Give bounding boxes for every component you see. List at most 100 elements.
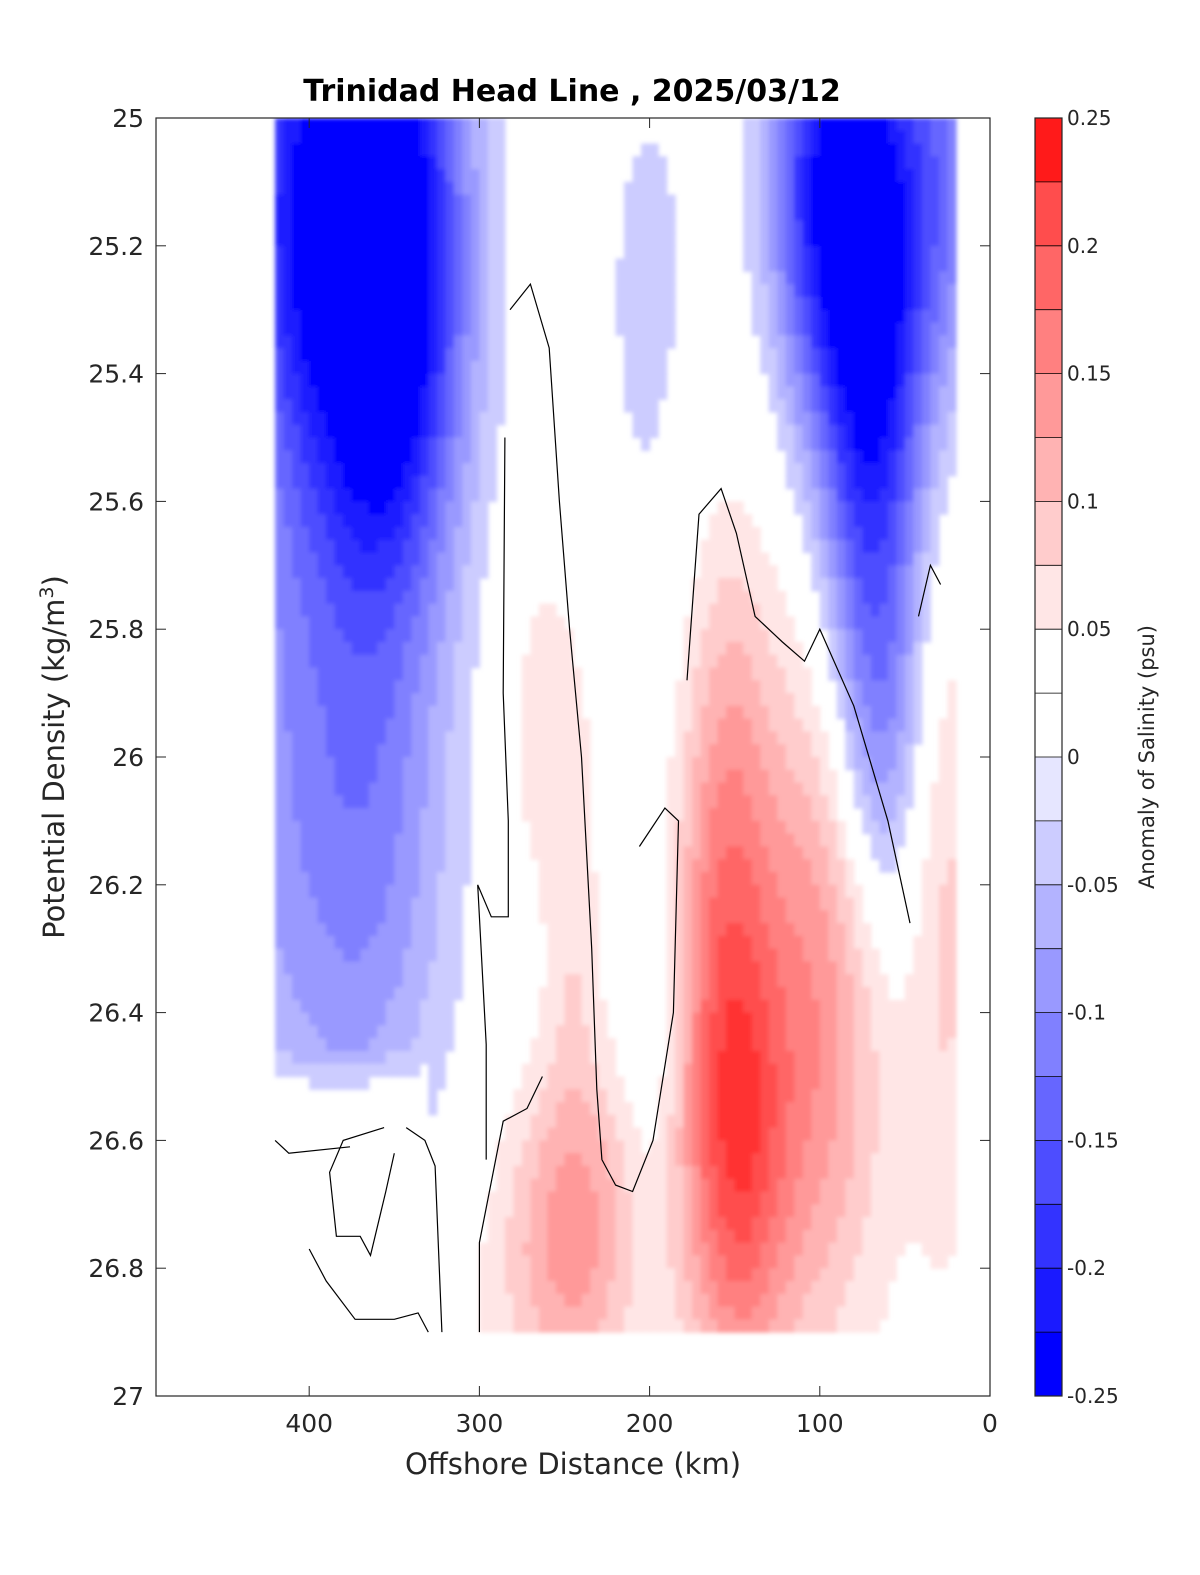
heatmap-cell	[836, 1063, 846, 1078]
heatmap-cell	[836, 1102, 846, 1116]
heatmap-cell	[649, 296, 659, 311]
heatmap-cell	[913, 1076, 923, 1090]
heatmap-cell	[326, 680, 336, 694]
heatmap-cell	[641, 233, 651, 247]
heatmap-cell	[913, 463, 923, 477]
heatmap-cell	[870, 974, 880, 988]
heatmap-cell	[581, 935, 591, 950]
heatmap-cell	[419, 859, 429, 873]
heatmap-cell	[777, 424, 787, 439]
heatmap-cell	[853, 475, 863, 490]
heatmap-cell	[292, 603, 302, 618]
heatmap-cell	[785, 1178, 795, 1193]
heatmap-cell	[777, 1153, 787, 1167]
heatmap-cell	[751, 1178, 761, 1193]
heatmap-cell	[581, 1076, 591, 1090]
heatmap-cell	[785, 386, 795, 400]
heatmap-cell	[351, 987, 361, 1001]
heatmap-cell	[538, 1038, 549, 1052]
heatmap-cell	[836, 437, 846, 451]
heatmap-cell	[334, 744, 344, 758]
heatmap-cell	[394, 1038, 404, 1052]
heatmap-cell	[419, 667, 429, 681]
heatmap-cell	[666, 1050, 676, 1065]
heatmap-cell	[428, 309, 438, 324]
heatmap-cell	[385, 118, 395, 132]
heatmap-cell	[351, 296, 361, 311]
heatmap-cell	[734, 872, 744, 886]
heatmap-cell	[300, 782, 310, 796]
heatmap-cell	[870, 1140, 880, 1154]
heatmap-cell	[836, 488, 846, 502]
heatmap-cell	[887, 654, 897, 669]
heatmap-cell	[496, 322, 506, 336]
heatmap-cell	[751, 1268, 761, 1282]
heatmap-cell	[913, 424, 923, 439]
heatmap-cell	[436, 169, 446, 183]
heatmap-cell	[470, 578, 480, 592]
heatmap-cell	[802, 1268, 812, 1282]
heatmap-cell	[802, 450, 812, 464]
heatmap-cell	[802, 1012, 812, 1026]
heatmap-cell	[317, 897, 327, 911]
heatmap-cell	[351, 910, 361, 924]
heatmap-cell	[760, 1165, 770, 1180]
heatmap-cell	[351, 744, 361, 758]
heatmap-cell	[828, 1038, 838, 1052]
heatmap-cell	[777, 118, 787, 132]
heatmap-cell	[309, 360, 319, 375]
heatmap-cell	[462, 463, 472, 477]
heatmap-cell	[828, 271, 838, 285]
heatmap-cell	[879, 271, 889, 285]
heatmap-cell	[334, 872, 344, 886]
heatmap-cell	[709, 782, 719, 796]
heatmap-cell	[777, 322, 787, 336]
heatmap-cell	[794, 220, 804, 234]
heatmap-cell	[436, 284, 446, 298]
heatmap-cell	[385, 565, 395, 579]
heatmap-cell	[555, 1102, 566, 1116]
heatmap-cell	[853, 1114, 863, 1129]
heatmap-cell	[300, 846, 310, 860]
heatmap-cell	[411, 1038, 421, 1052]
heatmap-cell	[896, 552, 906, 566]
heatmap-cell	[768, 923, 778, 937]
heatmap-cell	[887, 808, 897, 822]
heatmap-cell	[436, 846, 446, 860]
heatmap-cell	[317, 731, 327, 745]
heatmap-cell	[607, 1255, 617, 1269]
heatmap-cell	[428, 194, 438, 209]
heatmap-cell	[360, 884, 370, 899]
heatmap-cell	[879, 616, 889, 630]
heatmap-cell	[785, 1204, 795, 1218]
heatmap-cell	[683, 1319, 693, 1333]
heatmap-cell	[419, 820, 429, 835]
heatmap-cell	[870, 233, 880, 247]
heatmap-cell	[904, 411, 915, 426]
heatmap-cell	[275, 744, 285, 758]
heatmap-cell	[326, 552, 336, 566]
heatmap-cell	[836, 1012, 846, 1026]
heatmap-cell	[904, 284, 915, 298]
heatmap-cell	[768, 1178, 778, 1193]
heatmap-cell	[436, 539, 446, 554]
heatmap-cell	[870, 463, 880, 477]
heatmap-cell	[530, 1293, 540, 1308]
heatmap-cell	[521, 1165, 532, 1180]
heatmap-cell	[462, 744, 472, 758]
heatmap-cell	[794, 1025, 804, 1039]
heatmap-cell	[275, 322, 285, 336]
heatmap-cell	[819, 463, 829, 477]
heatmap-cell	[470, 309, 480, 324]
heatmap-cell	[479, 1255, 489, 1269]
heatmap-cell	[360, 437, 370, 451]
heatmap-cell	[402, 974, 412, 988]
heatmap-cell	[887, 399, 897, 413]
heatmap-cell	[300, 309, 310, 324]
heatmap-cell	[717, 1140, 727, 1154]
heatmap-cell	[692, 1242, 702, 1257]
heatmap-cell	[351, 169, 361, 183]
heatmap-cell	[334, 207, 344, 221]
heatmap-cell	[360, 603, 370, 618]
heatmap-cell	[879, 501, 889, 515]
